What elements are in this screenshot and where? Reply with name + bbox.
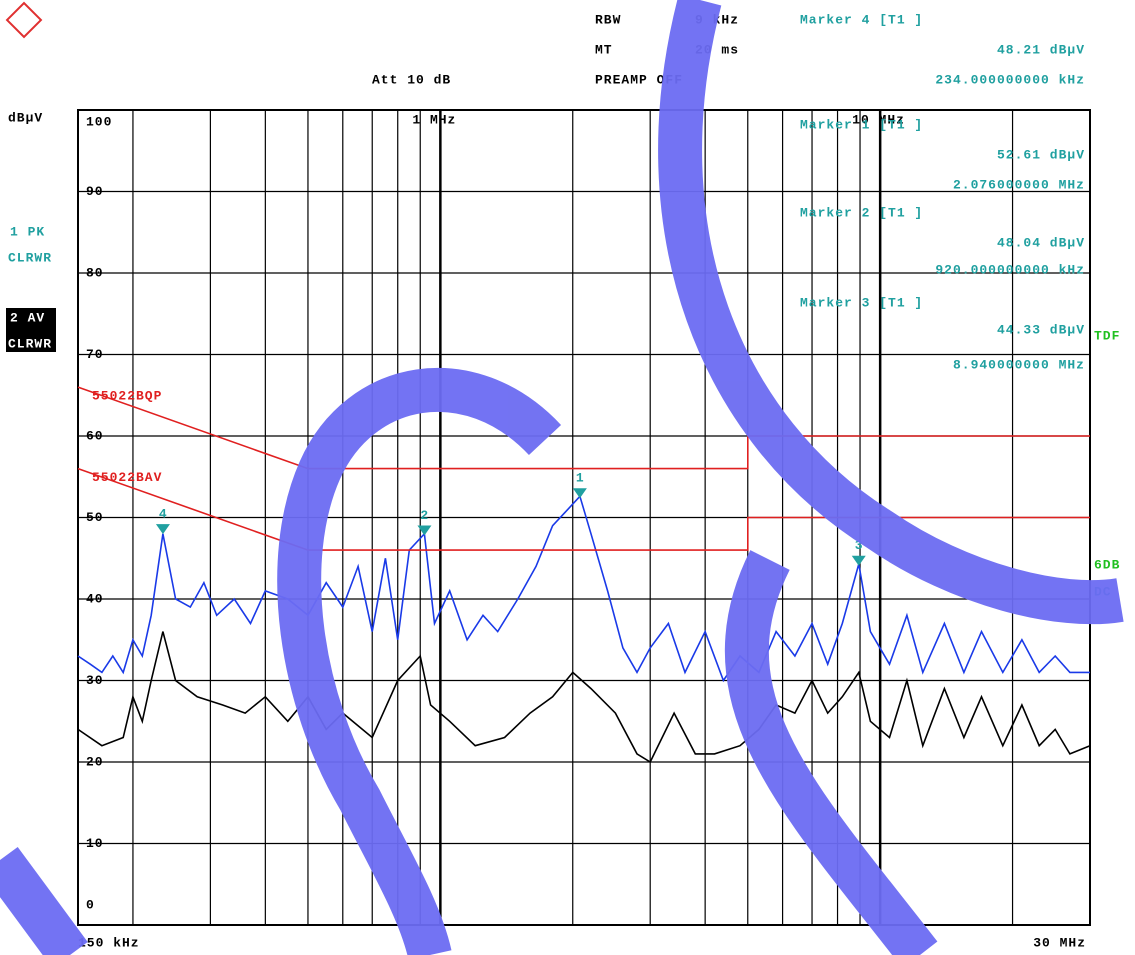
marker-frequency: 920.000000000 kHz [935,262,1085,277]
y-tick-label: 100 [86,114,112,129]
y-tick-label: 20 [86,754,104,769]
trace-label: 2 AV [10,310,45,325]
limit-line-label: 55022BQP [92,389,162,404]
limit-line-label: 55022BAV [92,470,162,485]
mt-label: MT [595,42,613,57]
x-tick-label: 1 MHz [412,112,456,127]
x-min-label: 150 kHz [78,935,140,950]
x-max-label: 30 MHz [1033,935,1086,950]
y-tick-label: 30 [86,673,104,688]
tdf: TDF [1094,328,1120,343]
attenuation: Att 10 dB [372,72,451,87]
marker-level: 44.33 dBµV [997,322,1085,337]
y-tick-label: 0 [86,897,95,912]
marker-label: Marker 2 [T1 ] [800,205,923,220]
y-tick-label: 70 [86,347,104,362]
marker-frequency: 8.940000000 MHz [953,357,1085,372]
rbw-label: RBW [595,12,621,27]
marker-level: 48.04 dBµV [997,235,1085,250]
y-tick-label: 50 [86,510,104,525]
screen: RBW 9 kHz MT 20 ms Att 10 dB PREAMP OFF … [0,0,1135,955]
y-tick-label: 40 [86,591,104,606]
marker-id: 4 [159,507,168,522]
y-tick-label: 80 [86,265,104,280]
y-tick-label: 60 [86,428,104,443]
marker-level: 48.21 dBµV [997,42,1085,57]
trace-label: 1 PK [10,224,45,239]
y-unit: dBµV [8,110,43,125]
trace-mode: CLRWR [8,250,52,265]
y-tick-label: 90 [86,184,104,199]
marker-label: Marker 3 [T1 ] [800,295,923,310]
y-tick-label: 10 [86,836,104,851]
marker-label: Marker 1 [T1 ] [800,117,923,132]
trace-mode: CLRWR [8,336,52,351]
marker-id: 1 [576,471,585,486]
marker-level: 52.61 dBµV [997,147,1085,162]
marker-label: Marker 4 [T1 ] [800,12,923,27]
marker-id: 2 [420,508,429,523]
marker-frequency: 234.000000000 kHz [935,72,1085,87]
six-db: 6DB [1094,557,1120,572]
marker-frequency: 2.076000000 MHz [953,177,1085,192]
